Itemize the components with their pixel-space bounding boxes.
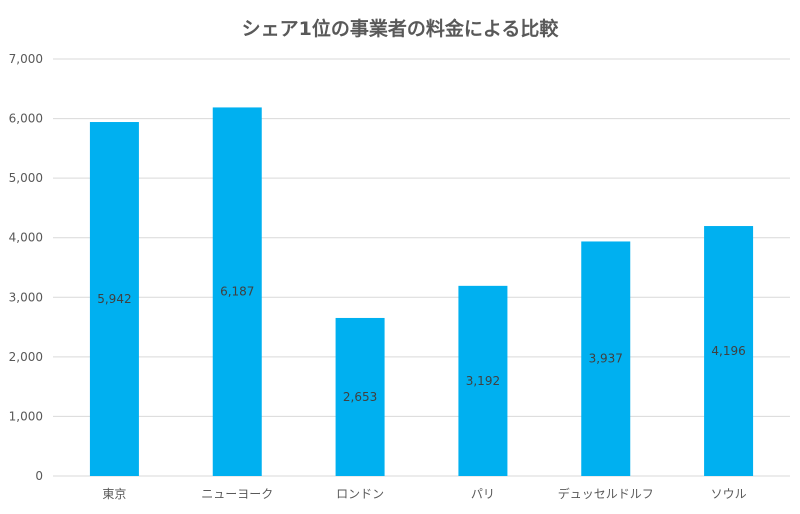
y-tick-label: 5,000 [9,171,43,185]
bar [89,122,139,476]
x-tick-label: パリ [471,487,495,501]
x-tick-label: 東京 [102,487,126,501]
data-label: 3,192 [466,374,500,388]
y-tick-label: 2,000 [9,350,43,364]
y-tick-label: 3,000 [9,290,43,304]
y-tick-label: 7,000 [9,52,43,66]
data-label: 4,196 [711,344,745,358]
x-tick-label: ロンドン [336,487,384,501]
bar [212,107,262,476]
bar [581,241,631,476]
data-label: 6,187 [220,285,254,299]
x-tick-label: ニューヨーク [201,487,273,501]
y-tick-label: 0 [35,469,43,483]
bar [704,226,754,476]
data-label: 5,942 [97,292,131,306]
bar [335,317,385,476]
x-tick-label: ソウル [711,487,747,501]
y-tick-label: 6,000 [9,112,43,126]
data-label: 2,653 [343,390,377,404]
x-tick-label: デュッセルドルフ [558,486,654,501]
bar [458,285,508,476]
y-tick-label: 1,000 [9,409,43,423]
y-tick-label: 4,000 [9,231,43,245]
chart-title: シェア1位の事業者の料金による比較 [241,18,559,40]
data-label: 3,937 [589,352,623,366]
